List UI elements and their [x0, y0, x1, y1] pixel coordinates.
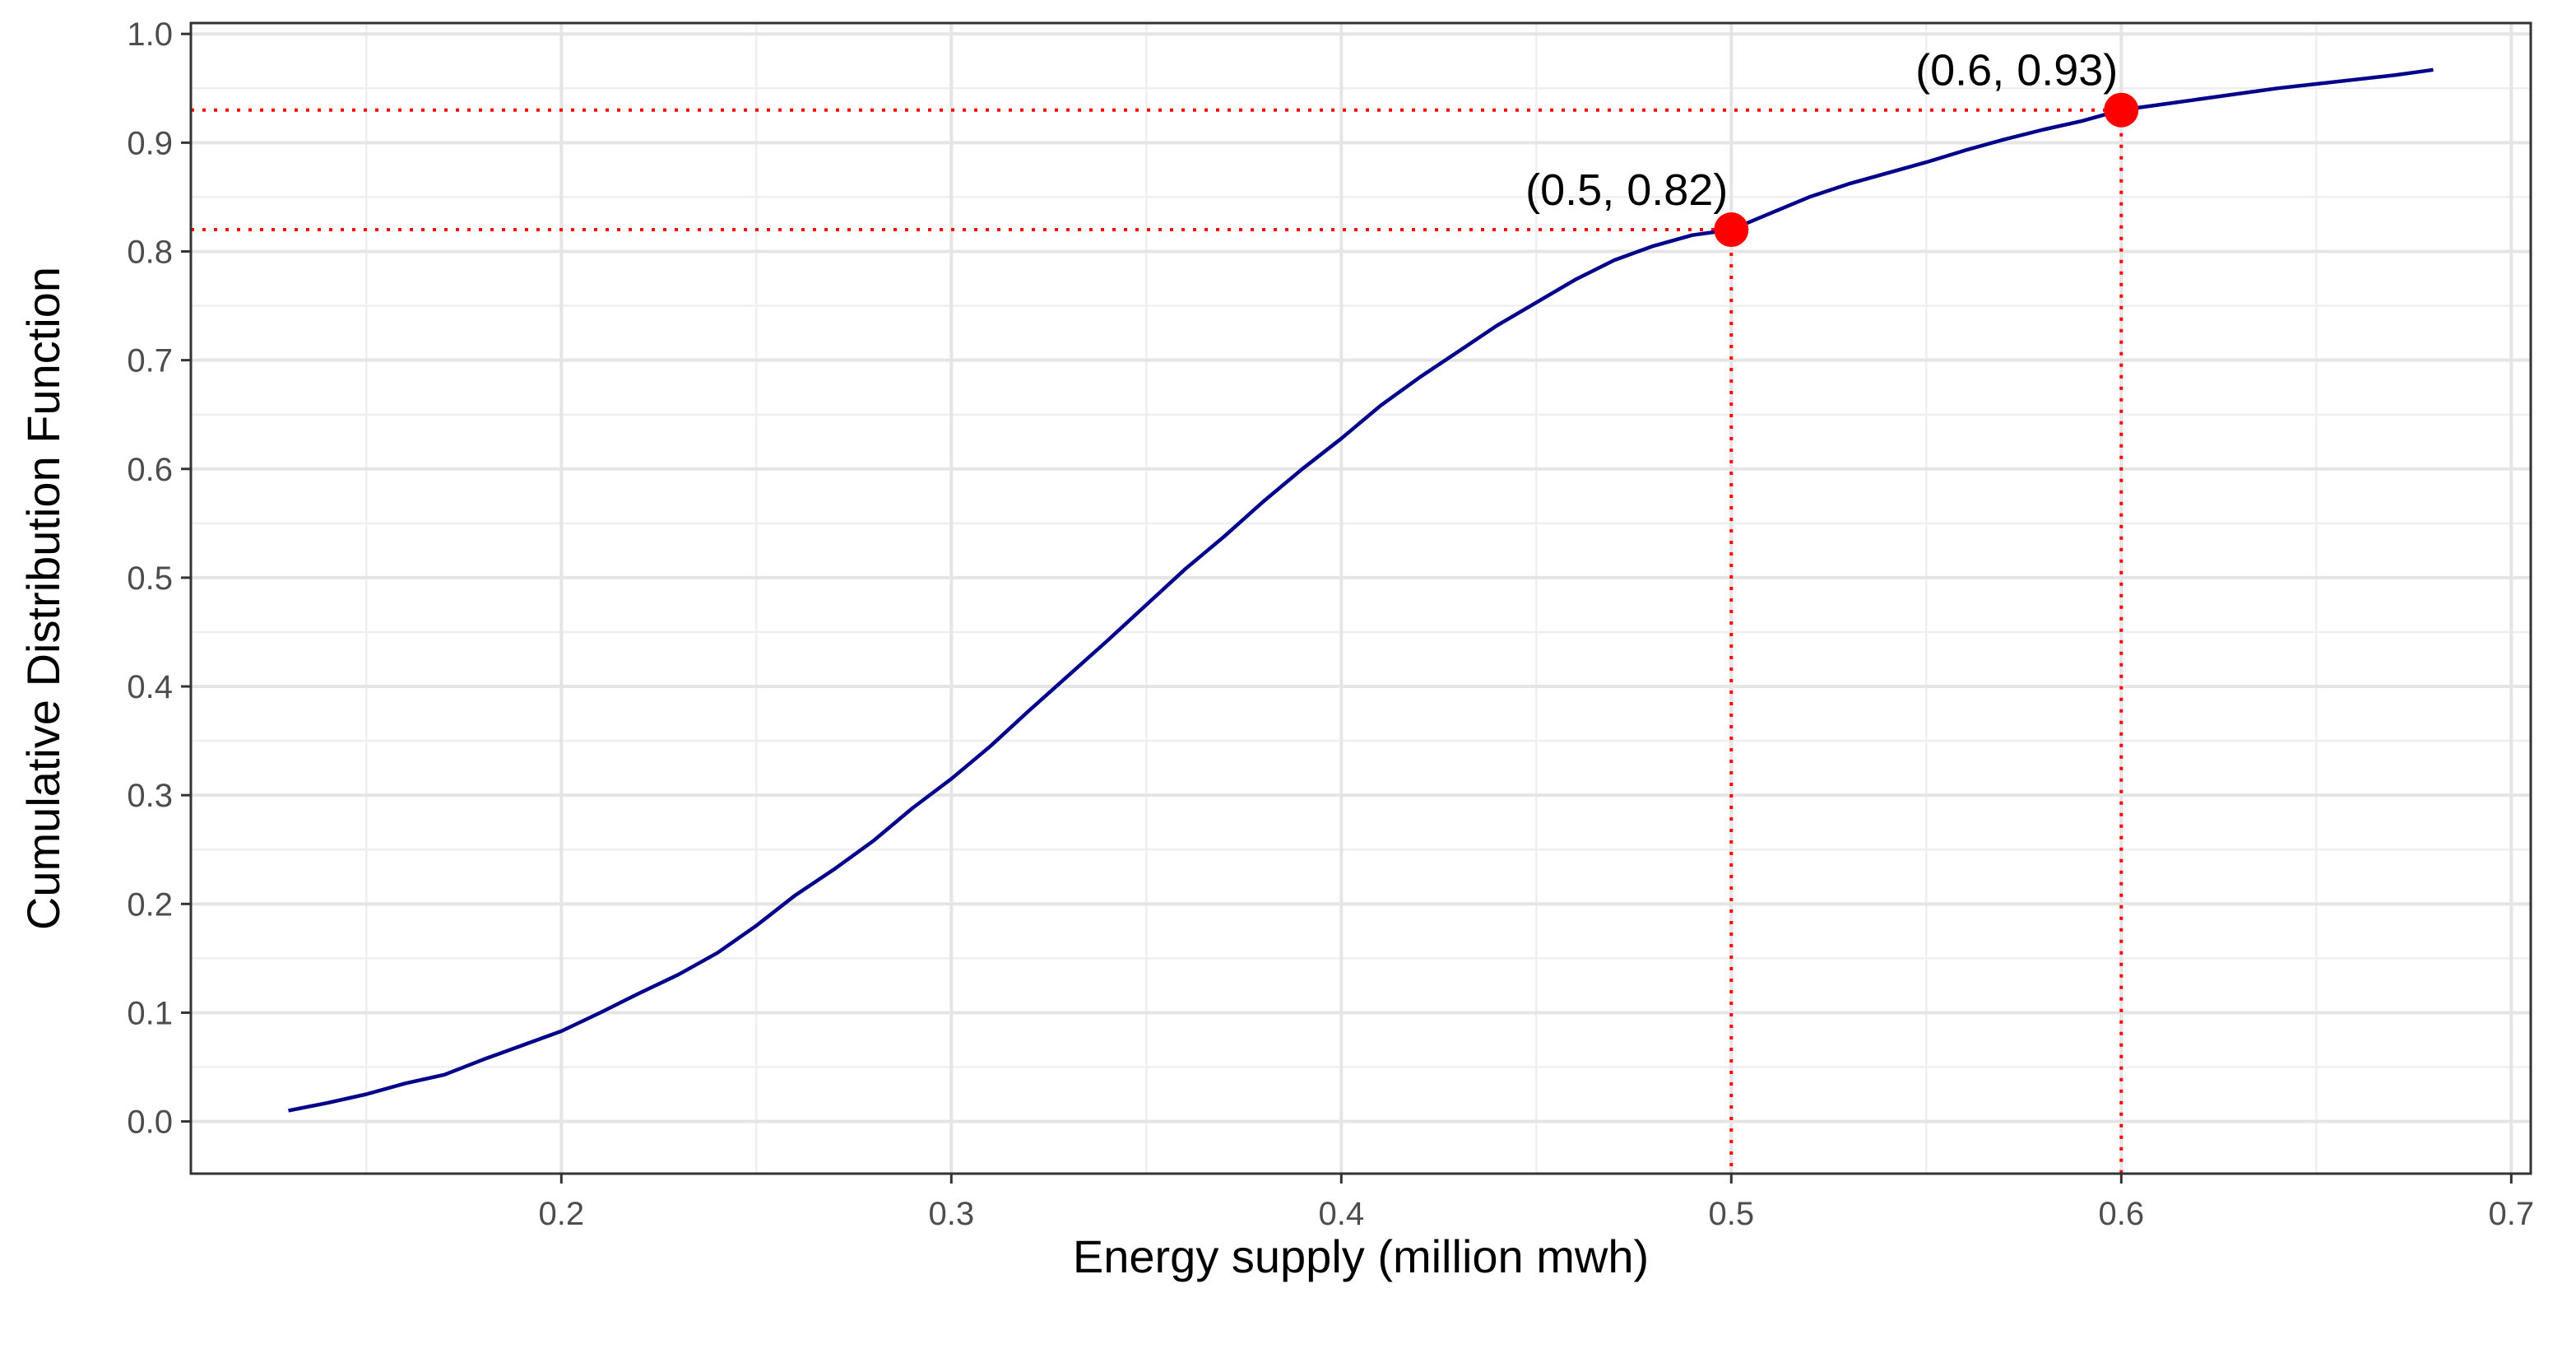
x-axis-ticks: 0.2 0.3 0.4 0.5 0.6 0.7	[538, 1174, 2534, 1232]
plot-panel-border	[189, 21, 2532, 1175]
y-tick-label: 0.9	[127, 125, 173, 161]
cdf-series-line	[288, 67, 2434, 1113]
x-tick-label: 0.5	[1708, 1196, 1754, 1232]
y-tick-label: 0.8	[127, 234, 173, 270]
y-tick-label: 0.1	[127, 995, 173, 1031]
point-label: (0.6, 0.93)	[1915, 46, 2118, 95]
y-tick-label: 0.7	[127, 343, 173, 379]
y-axis-title: Cumulative Distribution Function	[17, 267, 69, 930]
x-tick-label: 0.7	[2488, 1196, 2534, 1232]
y-tick-label: 0.2	[127, 886, 173, 923]
point-annotations: (0.5, 0.82) (0.6, 0.93)	[1525, 46, 2118, 215]
x-axis-title: Energy supply (million mwh)	[1073, 1230, 1649, 1282]
highlight-point	[1714, 212, 1749, 248]
highlight-point	[2104, 92, 2139, 128]
y-tick-label: 0.6	[127, 452, 173, 488]
minor-gridlines	[191, 23, 2531, 1174]
major-gridlines	[191, 23, 2531, 1174]
x-tick-label: 0.2	[538, 1196, 584, 1232]
x-tick-label: 0.4	[1318, 1196, 1364, 1232]
x-tick-label: 0.6	[2098, 1196, 2144, 1232]
point-label: (0.5, 0.82)	[1525, 165, 1728, 215]
highlight-points	[1714, 92, 2139, 248]
y-tick-label: 0.4	[127, 669, 173, 705]
dotted-guide-lines	[191, 108, 2123, 1174]
series-layer	[288, 67, 2434, 1113]
x-tick-label: 0.3	[928, 1196, 974, 1232]
y-tick-label: 0.3	[127, 778, 173, 814]
y-tick-label: 1.0	[127, 16, 173, 53]
y-tick-label: 0.5	[127, 560, 173, 597]
y-axis-ticks: 0.0 0.1 0.2 0.3 0.4 0.5 0.6 0.7 0.8 0.9 1.0	[127, 16, 191, 1141]
y-tick-label: 0.0	[127, 1105, 173, 1141]
